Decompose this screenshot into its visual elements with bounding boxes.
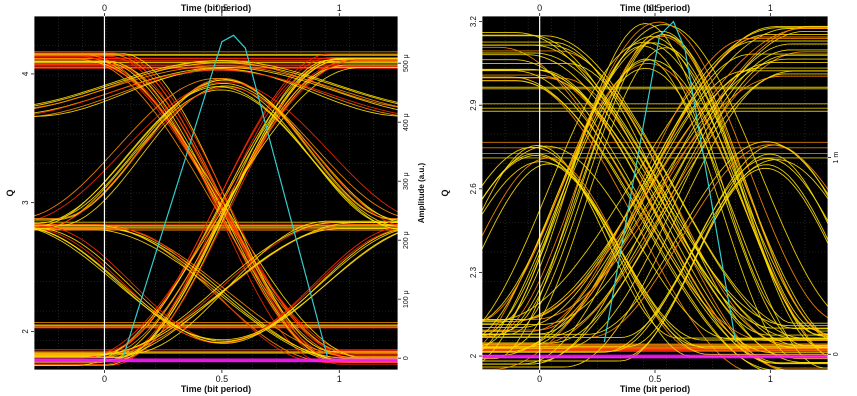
eye-diagram-left-panel: Time (bit period) Time (bit period) Q Ampli… — [5, 3, 426, 394]
x-tick-label-bottom: 0.5 — [649, 374, 662, 384]
trace-transition — [34, 53, 398, 353]
trace-transition — [34, 221, 398, 356]
plot-frame — [33, 15, 399, 371]
trace-transition — [34, 59, 398, 359]
trace-transition — [34, 222, 398, 356]
x-tick-label-bottom: 1 — [337, 374, 342, 384]
trace-pulse — [34, 68, 398, 117]
trace-transition — [34, 52, 398, 352]
trace-transition — [34, 66, 398, 366]
q-factor-curve — [122, 34, 329, 358]
x-tick-label-bottom: 0 — [102, 374, 107, 384]
trace-transition — [34, 220, 398, 355]
trace-transition — [34, 54, 398, 354]
x-tick-label-top: 0 — [102, 3, 107, 13]
q-tick-label: 2 — [469, 353, 478, 358]
trace-transition — [34, 58, 398, 358]
trace-pulse — [34, 69, 398, 118]
trace-pulse — [34, 228, 398, 343]
q-factor-curve — [603, 20, 737, 343]
trace-transition — [34, 224, 398, 359]
trace-transition — [34, 60, 398, 360]
amplitude-tick-label: 200 μ — [403, 231, 410, 249]
amplitude-tick-label: 100 μ — [403, 290, 410, 308]
q-tick-label: 2.9 — [469, 99, 478, 111]
x-axis-title-top: Time (bit period) — [620, 3, 690, 13]
x-tick-label-top: 1 — [337, 3, 342, 13]
trace-pulse — [34, 81, 398, 221]
trace-pulse — [34, 77, 398, 217]
eye-diagram-right-chart: Time (bit period) Time (bit period) Q 0 0 0.5… — [440, 3, 840, 394]
x-tick-label-top: 0 — [537, 3, 542, 13]
trace-pulse — [34, 228, 398, 341]
x-axis-title-bottom: Time (bit period) — [181, 384, 251, 394]
trace-pulse — [34, 227, 398, 344]
q-tick-label: 3.2 — [469, 15, 478, 27]
y-axis-title-left: Q — [5, 189, 15, 196]
trace-pulse — [34, 69, 398, 115]
q-tick-label: 2.3 — [469, 266, 478, 278]
trace-transition — [34, 67, 398, 366]
trace-transition — [34, 224, 398, 358]
trace-pulse — [34, 62, 398, 107]
x-axis-title-bottom: Time (bit period) — [620, 384, 690, 394]
amplitude-tick-label: 300 μ — [403, 172, 410, 190]
x-tick-label-bottom: 1 — [768, 374, 773, 384]
x-tick-label-bottom: 0.5 — [216, 374, 229, 384]
eye-diagram-right-panel: Time (bit period) Time (bit period) Q 0 0 0.5… — [436, 0, 857, 396]
y-axis-title-left: Q — [440, 189, 450, 196]
trace-pulse — [34, 89, 398, 231]
q-tick-label: 3 — [21, 200, 30, 205]
x-axis-title-top: Time (bit period) — [181, 3, 251, 13]
x-tick-label-bottom: 0 — [537, 374, 542, 384]
q-tick-label: 4 — [21, 71, 30, 76]
trace-pulse — [34, 78, 398, 220]
y-axis-title-right: Amplitude (a.u.) — [417, 162, 426, 223]
amplitude-tick-label: 0 — [403, 356, 410, 360]
x-tick-label-top: 0.5 — [649, 3, 662, 13]
x-tick-label-top: 0.5 — [216, 3, 229, 13]
eye-traces — [34, 34, 398, 366]
x-tick-label-top: 1 — [768, 3, 773, 13]
amplitude-tick-label: 0 — [833, 352, 840, 356]
eye-diagram-left-chart: Time (bit period) Time (bit period) Q Ampli… — [5, 3, 426, 394]
trace-transition — [34, 55, 398, 355]
q-tick-label: 2 — [21, 329, 30, 334]
amplitude-tick-label: 500 μ — [403, 54, 410, 72]
amplitude-tick-label: 400 μ — [403, 113, 410, 131]
q-tick-label: 2.6 — [469, 183, 478, 195]
trace-pulse — [34, 86, 398, 228]
trace-transition — [34, 64, 398, 363]
amplitude-tick-label: 1 m — [833, 152, 840, 164]
